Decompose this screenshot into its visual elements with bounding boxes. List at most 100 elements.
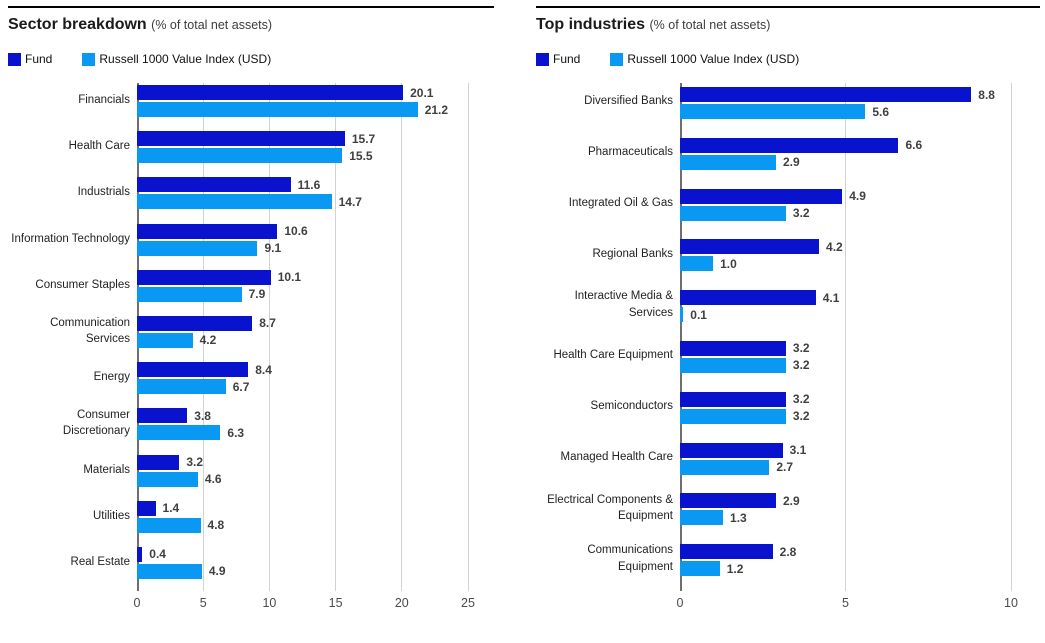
bar-group: 1.4 4.8 [137, 499, 468, 545]
category-label-column: Financials Health Care Industrials Informat… [8, 83, 137, 614]
category-label: Semiconductors [590, 400, 673, 413]
value-label: 6.7 [232, 379, 250, 394]
category-label: Electrical Components & Equipment [547, 493, 673, 522]
bar-row: 3.2 [137, 454, 468, 470]
index-bar [137, 517, 201, 533]
bar-row: 4.1 [680, 290, 1011, 306]
value-label: 15.7 [351, 131, 376, 146]
bar-row: 1.3 [680, 510, 1011, 526]
value-label: 8.8 [978, 87, 995, 102]
value-label: 0.1 [690, 307, 707, 322]
value-label: 3.1 [789, 443, 807, 458]
bar-row: 0.1 [680, 307, 1011, 323]
y-axis-line [680, 83, 682, 591]
plot-inner: 8.8 5.6 6.6 2.9 4.9 3.2 4.2 1.0 4.1 0.1 3.2 3.2 3.2 3… [680, 83, 1012, 591]
category-label: Pharmaceuticals [587, 146, 673, 159]
index-bar [680, 561, 720, 577]
value-label: 6.3 [227, 425, 245, 440]
bar-row: 3.2 [680, 391, 1011, 407]
index-bar [680, 510, 724, 526]
value-label: 3.8 [194, 408, 211, 423]
fund-bar [680, 87, 972, 102]
fund-bar [137, 269, 271, 285]
value-label: 3.2 [792, 358, 810, 373]
category-label: Utilities [92, 509, 130, 522]
bar-groups: 20.1 21.2 15.7 15.5 11.6 14.7 10.6 9.1 10.1 7.9 8.… [137, 83, 468, 591]
index-swatch-icon [610, 52, 624, 66]
bar-row: 4.6 [137, 471, 468, 487]
fund-bar [137, 408, 188, 424]
value-label: 8.7 [259, 316, 276, 331]
legend-item-fund: Fund [536, 52, 580, 66]
bar-row: 4.9 [680, 188, 1011, 204]
gridline [1010, 83, 1012, 591]
gridline [268, 83, 270, 592]
value-label: 0.4 [149, 547, 166, 562]
chart-title: Top industries (% of total net assets) [536, 15, 1040, 35]
legend-item-fund: Fund [8, 52, 52, 66]
index-bar [137, 148, 343, 164]
value-label: 8.4 [255, 362, 272, 377]
bar-row: 4.9 [137, 563, 468, 579]
value-label: 3.2 [792, 392, 810, 407]
fund-swatch-icon [536, 52, 549, 66]
category-label: Health Care Equipment [553, 349, 673, 362]
bar-group: 4.9 3.2 [680, 185, 1011, 236]
top-rule [536, 6, 1040, 8]
value-label: 2.8 [779, 544, 797, 559]
bar-row: 4.2 [137, 332, 468, 348]
fund-bar [680, 442, 783, 458]
bar-group: 8.7 4.2 [137, 314, 468, 360]
bar-row: 3.2 [680, 408, 1011, 424]
category-label: Communication Services [50, 316, 130, 346]
bar-row: 8.8 [680, 87, 1011, 102]
value-label: 2.9 [782, 155, 800, 170]
bar-row: 1.2 [680, 561, 1011, 577]
bar-group: 0.4 4.9 [137, 545, 468, 591]
bar-group: 3.8 6.3 [137, 406, 468, 452]
bar-row: 20.1 [137, 85, 468, 100]
gridline [202, 83, 204, 592]
fund-bar [137, 315, 253, 331]
bar-group: 2.8 1.2 [680, 540, 1011, 591]
fund-bar [137, 500, 156, 516]
value-label: 10.1 [277, 270, 302, 285]
index-bar [137, 471, 198, 487]
value-label: 21.2 [424, 102, 449, 117]
legend-item-index: Russell 1000 Value Index (USD) [610, 52, 799, 66]
fund-bar [137, 85, 404, 100]
value-label: 3.2 [792, 206, 810, 221]
bar-group: 4.1 0.1 [680, 286, 1011, 337]
chart-title-text: Top industries [536, 16, 646, 33]
category-label: Diversified Banks [584, 95, 673, 108]
fund-bar [137, 131, 345, 147]
bar-group: 3.2 3.2 [680, 388, 1011, 439]
index-bar [137, 240, 258, 256]
index-bar [680, 408, 786, 424]
bar-row: 8.7 [137, 315, 468, 331]
bar-row: 6.7 [137, 379, 468, 395]
bar-row: 5.6 [680, 104, 1011, 119]
index-bar [137, 286, 242, 302]
bar-group: 4.2 1.0 [680, 235, 1011, 286]
value-label: 5.6 [872, 104, 890, 119]
sector-breakdown-chart: Sector breakdown (% of total net assets)… [8, 6, 494, 614]
bar-row: 2.9 [680, 493, 1011, 509]
category-label: Materials [83, 463, 130, 476]
bar-row: 10.1 [137, 269, 468, 285]
category-label: Managed Health Care [560, 450, 673, 463]
bar-group: 3.1 2.7 [680, 439, 1011, 490]
bar-row: 4.2 [680, 239, 1011, 255]
bars-area: 20.1 21.2 15.7 15.5 11.6 14.7 10.6 9.1 10.1 7.9 8.… [134, 83, 494, 614]
value-label: 4.6 [204, 472, 222, 486]
top-rule [8, 6, 494, 8]
value-label: 3.2 [792, 341, 810, 356]
bar-row: 15.7 [137, 131, 468, 147]
fund-bar [137, 177, 291, 193]
category-label: Real Estate [70, 555, 130, 568]
fund-bar [137, 223, 278, 239]
legend: Fund Russell 1000 Value Index (USD) [536, 52, 1040, 66]
fund-bar [680, 239, 820, 255]
category-label: Regional Banks [592, 247, 673, 260]
value-label: 10.6 [284, 224, 308, 239]
